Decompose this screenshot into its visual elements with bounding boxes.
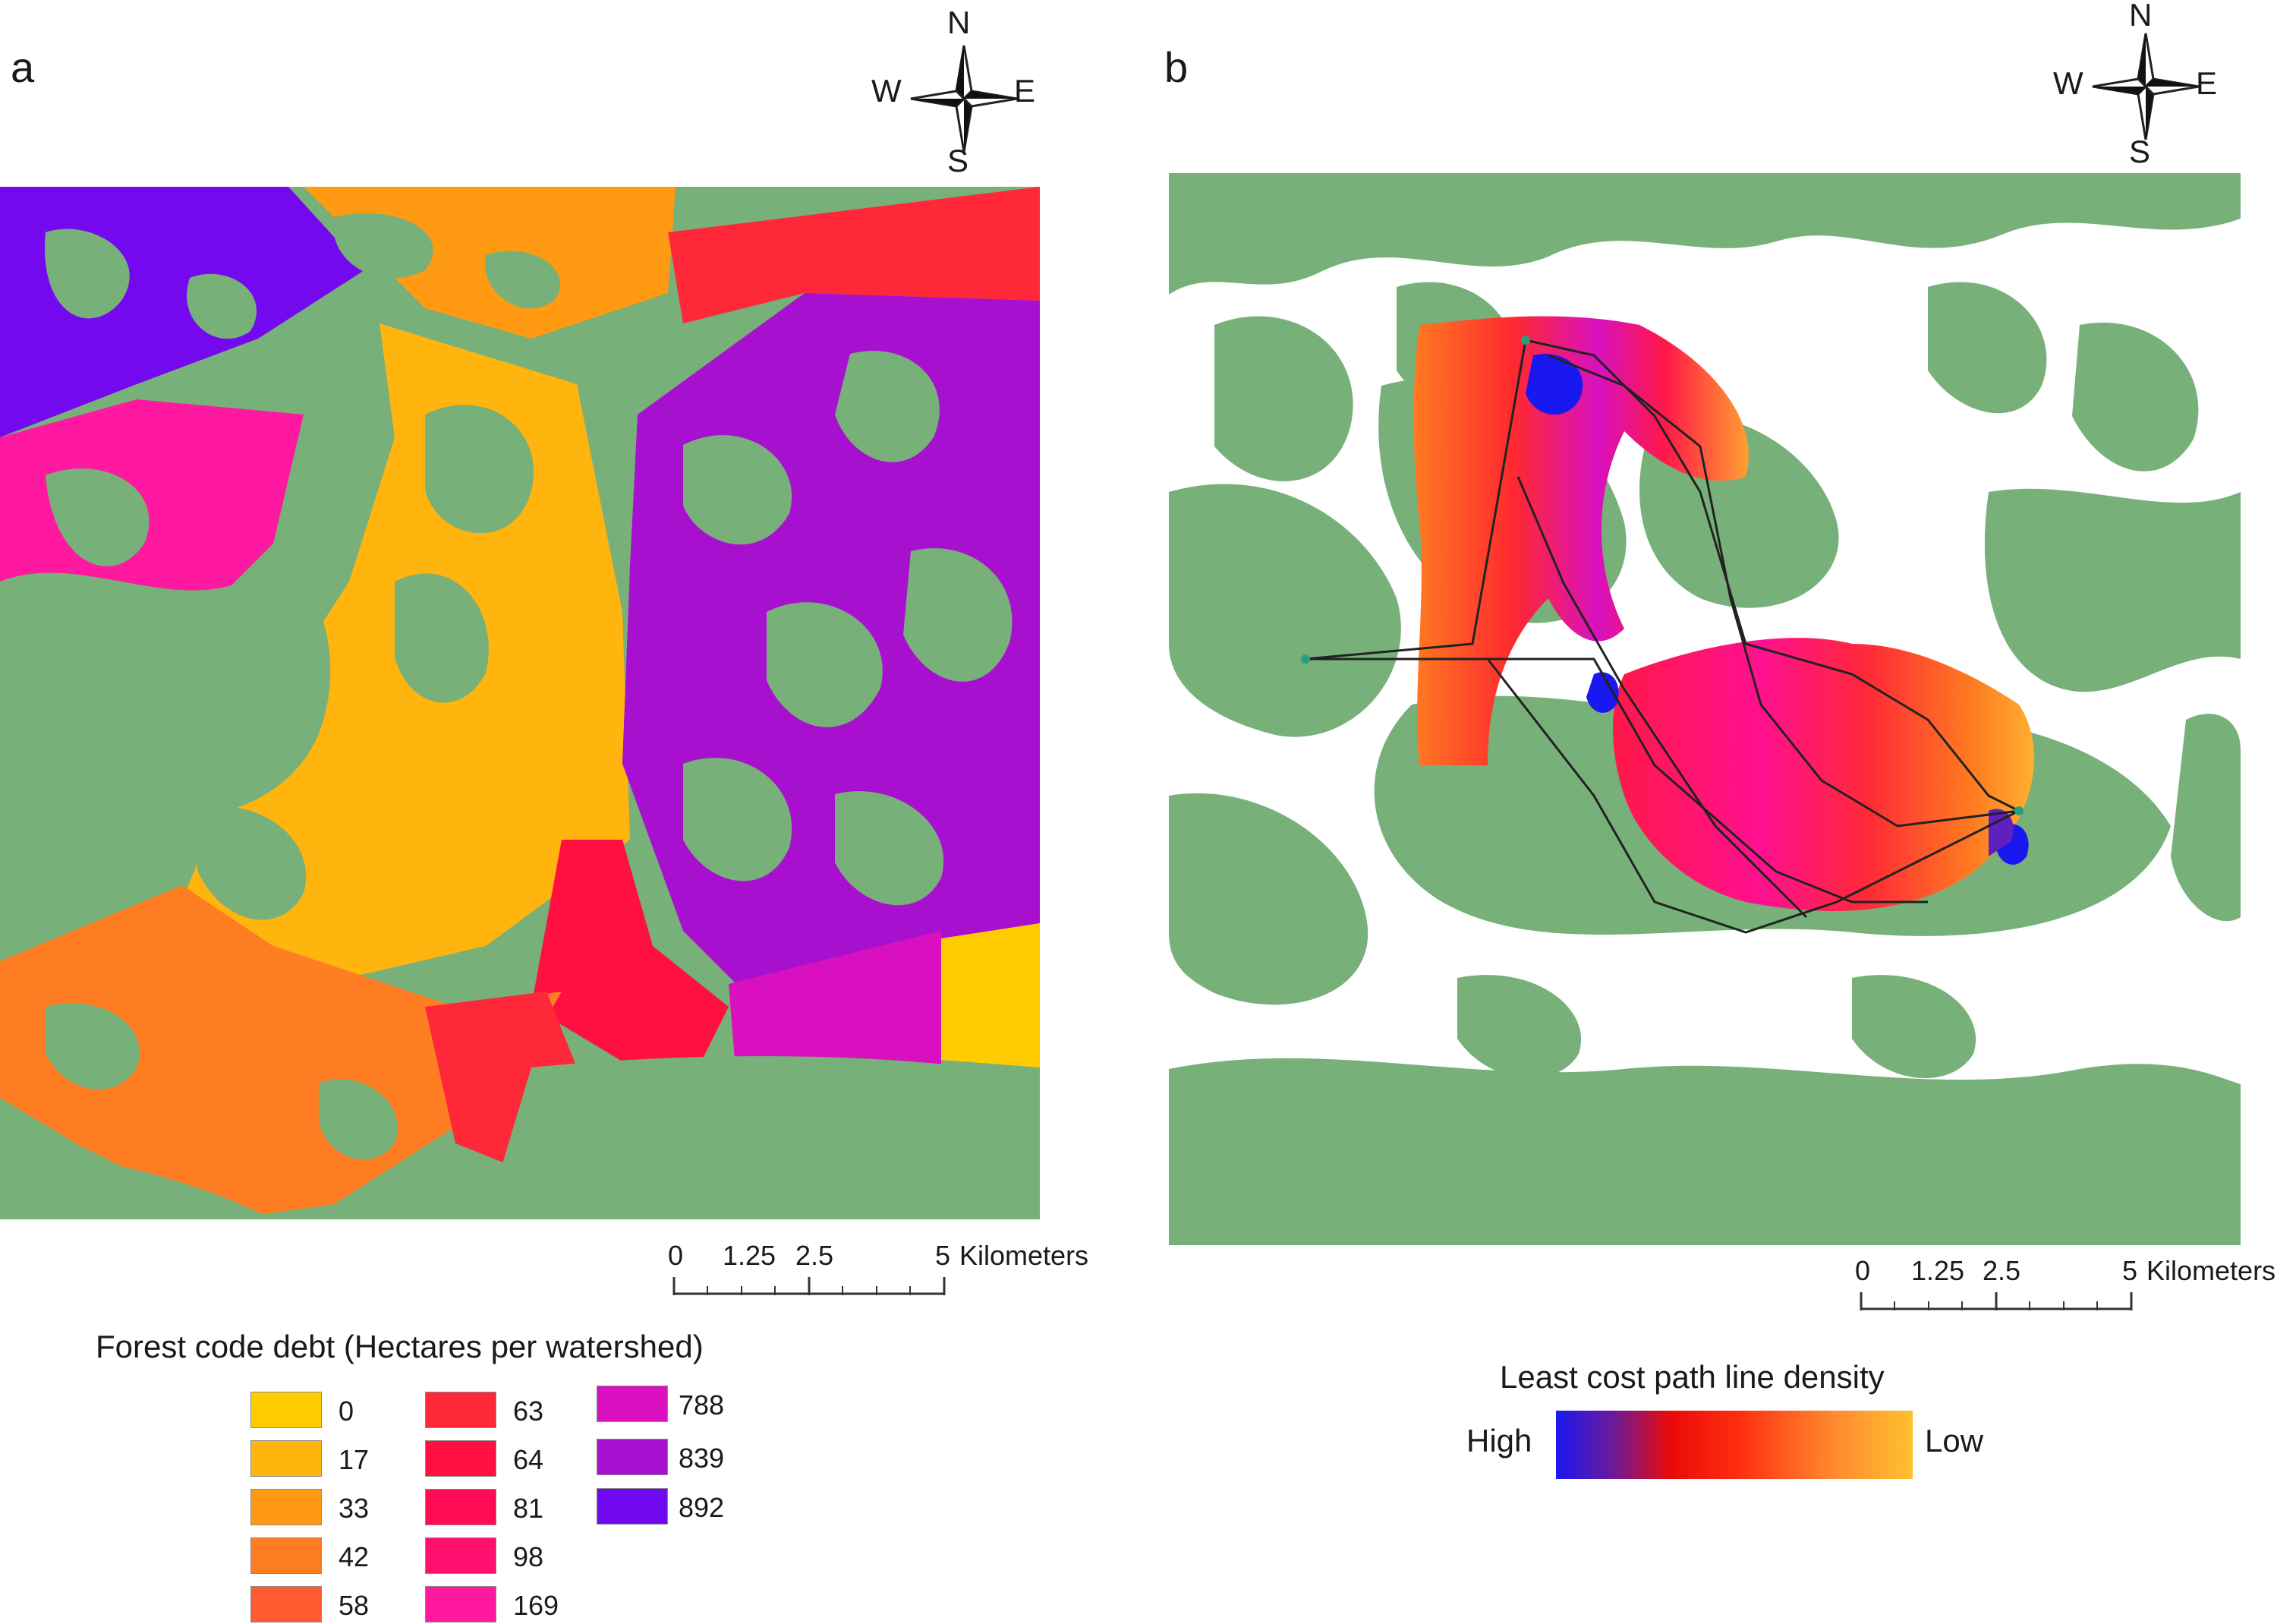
forest-code-debt-map <box>0 187 1040 1219</box>
legend-swatch-788 <box>597 1386 668 1422</box>
compass-s-label: S <box>2129 134 2151 169</box>
legend-swatch-839 <box>597 1439 668 1475</box>
legend-label-839: 839 <box>679 1443 725 1474</box>
legend-swatch-81 <box>425 1489 496 1525</box>
legend-label-169: 169 <box>513 1590 559 1621</box>
panel-b-letter: b <box>1164 43 1189 91</box>
legend-label-17: 17 <box>339 1444 370 1475</box>
legend-swatch-0 <box>250 1392 322 1428</box>
line-density-high-label: High <box>1466 1423 1532 1458</box>
legend-swatch-42 <box>250 1537 322 1574</box>
compass-north-arrow-icon <box>2092 33 2200 140</box>
legend-label-892: 892 <box>679 1492 725 1523</box>
scale-b-tick-0: 0 <box>1855 1255 1871 1286</box>
legend-swatch-33 <box>250 1489 322 1525</box>
compass-e-label: E <box>2196 65 2218 101</box>
forest-code-debt-legend-title: Forest code debt (Hectares per watershed… <box>96 1329 704 1364</box>
legend-label-98: 98 <box>513 1541 544 1572</box>
scale-a-tick-2-5: 2.5 <box>795 1240 834 1271</box>
legend-label-0: 0 <box>339 1395 354 1427</box>
legend-swatch-169 <box>425 1586 496 1622</box>
panel-a-letter: a <box>11 43 35 91</box>
legend-label-58: 58 <box>339 1590 370 1621</box>
scale-a-tick-0: 0 <box>668 1240 684 1271</box>
scale-b-unit: Kilometers <box>2146 1255 2276 1286</box>
scale-a-unit: Kilometers <box>959 1240 1089 1271</box>
legend-swatch-17 <box>250 1440 322 1477</box>
compass-w-label: W <box>871 73 902 109</box>
compass-n-label: N <box>947 5 971 40</box>
scale-a-tick-1-25: 1.25 <box>723 1240 776 1271</box>
compass-north-arrow-icon <box>910 45 1018 153</box>
legend-label-42: 42 <box>339 1541 370 1572</box>
line-density-low-label: Low <box>1925 1423 1984 1458</box>
legend-swatch-64 <box>425 1440 496 1477</box>
scale-bar-b <box>1860 1292 2133 1310</box>
legend-label-81: 81 <box>513 1493 544 1524</box>
scale-b-tick-2-5: 2.5 <box>1983 1255 2021 1286</box>
legend-label-63: 63 <box>513 1395 544 1427</box>
scale-a-tick-5: 5 <box>935 1240 951 1271</box>
legend-label-33: 33 <box>339 1493 370 1524</box>
compass-w-label: W <box>2053 65 2083 101</box>
compass-n-label: N <box>2129 0 2153 33</box>
line-density-legend-title: Least cost path line density <box>1500 1359 1885 1395</box>
legend-swatch-892 <box>597 1488 668 1525</box>
scale-b-tick-1-25: 1.25 <box>1911 1255 1965 1286</box>
legend-label-64: 64 <box>513 1444 544 1475</box>
compass-s-label: S <box>947 143 969 178</box>
legend-swatch-98 <box>425 1537 496 1574</box>
line-density-gradient-bar <box>1556 1411 1913 1479</box>
scale-b-tick-5: 5 <box>2122 1255 2138 1286</box>
legend-swatch-63 <box>425 1392 496 1428</box>
legend-swatch-58 <box>250 1586 322 1622</box>
scale-bar-a <box>672 1277 946 1295</box>
least-cost-path-density-map <box>1169 173 2241 1245</box>
compass-e-label: E <box>1014 73 1036 109</box>
legend-label-788: 788 <box>679 1389 725 1421</box>
